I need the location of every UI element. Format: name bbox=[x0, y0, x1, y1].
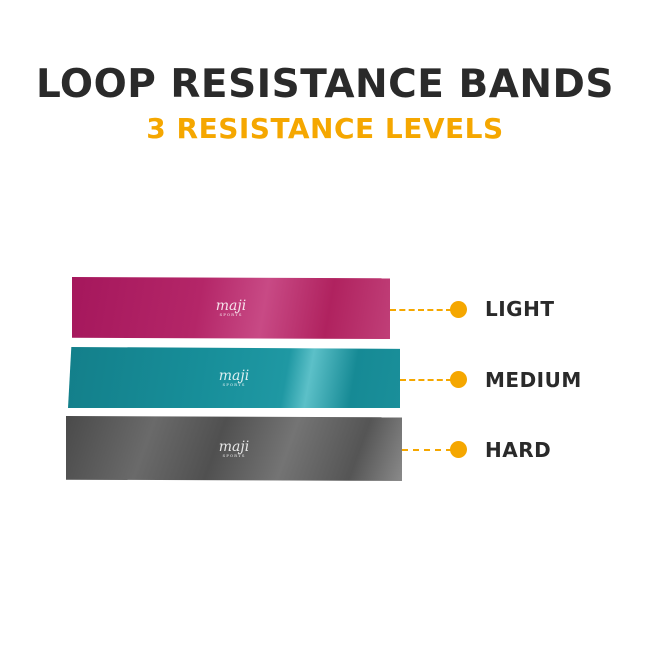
brand-logo: maji SPORTS bbox=[218, 367, 250, 387]
band-medium: maji SPORTS bbox=[68, 347, 400, 408]
level-label-medium: MEDIUM bbox=[485, 368, 582, 392]
connector-line bbox=[402, 449, 452, 451]
band-light: maji SPORTS bbox=[72, 277, 390, 339]
marker-dot bbox=[450, 441, 467, 458]
page-title: LOOP RESISTANCE BANDS bbox=[35, 62, 615, 107]
connector-line bbox=[390, 309, 452, 311]
page-subtitle: 3 RESISTANCE LEVELS bbox=[146, 112, 504, 145]
connector-line bbox=[400, 379, 452, 381]
level-label-light: LIGHT bbox=[485, 297, 555, 321]
brand-logo: maji SPORTS bbox=[215, 298, 247, 317]
brand-logo: maji SPORTS bbox=[218, 438, 250, 458]
marker-dot bbox=[450, 371, 467, 388]
level-label-hard: HARD bbox=[485, 438, 552, 462]
band-hard: maji SPORTS bbox=[66, 416, 402, 481]
marker-dot bbox=[450, 301, 467, 318]
